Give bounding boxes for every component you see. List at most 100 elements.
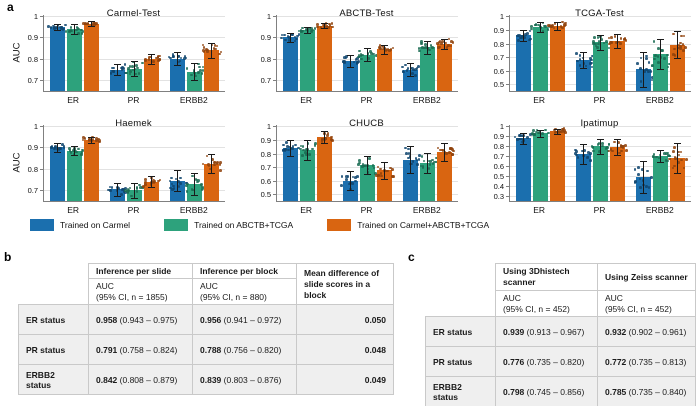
scatter-dot [677, 161, 680, 164]
scatter-dot [64, 30, 68, 33]
legend-swatch-blue [30, 219, 54, 231]
scatter-dot [151, 59, 155, 63]
plot-area [506, 15, 691, 92]
scatter-dot [325, 133, 329, 137]
scatter-dot [580, 149, 584, 153]
error-bar-cap-top [208, 42, 216, 44]
scatter-dot [619, 145, 623, 148]
scatter-dot [304, 151, 307, 155]
scatter-dot [87, 138, 91, 141]
scatter-dot [112, 70, 116, 73]
scatter-dot [560, 130, 563, 133]
scatter-dot [664, 158, 668, 162]
scatter-dot [168, 186, 172, 190]
scatter-dot [110, 66, 114, 70]
error-bar-cap-top [114, 64, 121, 66]
scatter-dot [609, 148, 613, 151]
scatter-dot [658, 153, 662, 157]
bar-er-series0 [49, 26, 65, 91]
scatter-dot [561, 26, 564, 30]
table-row-er: ER status 0.939 (0.913 – 0.967) 0.932 (0… [425, 316, 696, 348]
scatter-dot [319, 26, 323, 30]
error-bar-cap-top [191, 63, 199, 65]
scatter-dot [679, 41, 682, 45]
y-tick-mark [506, 84, 510, 86]
plot-area [40, 15, 225, 92]
scatter-dot [170, 182, 174, 186]
gridline [277, 139, 458, 141]
scatter-dot [123, 186, 127, 190]
error-bar [384, 162, 385, 179]
scatter-dot [179, 176, 182, 180]
y-tick-mark [273, 58, 277, 60]
row-label: ERBB2 status [425, 376, 496, 406]
scatter-dot [597, 39, 601, 43]
scatter-dot [111, 69, 115, 73]
scatter-dot [391, 168, 395, 171]
scatter-dot [657, 47, 660, 51]
scatter-dot [300, 26, 304, 30]
scatter-dot [91, 24, 95, 27]
scatter-dot [305, 148, 308, 151]
scatter-dot [650, 78, 654, 82]
scatter-dot [311, 28, 314, 32]
bar-pr-series2 [377, 170, 392, 201]
scatter-dot [215, 44, 219, 48]
scatter-dot [381, 45, 385, 49]
scatter-dot [440, 42, 443, 45]
scatter-dot [587, 151, 590, 154]
scatter-dot [47, 25, 50, 28]
scatter-dot [450, 147, 453, 150]
scatter-dot [86, 22, 90, 26]
scatter-dot [287, 35, 291, 39]
error-bar-cap-bottom [191, 80, 199, 82]
chart-ipatimup: 0.3 0.4 0.5 0.6 0.7 0.8 0.9 1 Ipatimup ER PR ERBB2 [468, 114, 700, 219]
scatter-dot [591, 145, 595, 149]
col-header-zeiss: Using Zeiss scanner [597, 262, 696, 292]
scatter-dot [55, 26, 58, 29]
scatter-dot [283, 33, 286, 37]
bar-erbb2-series2 [670, 158, 686, 201]
auc-value: 0.791 [96, 344, 118, 355]
scatter-dot [191, 174, 194, 178]
y-tick-label: 0.5 [260, 190, 271, 200]
scatter-dot [361, 163, 365, 167]
scatter-dot [597, 42, 600, 46]
ci-value: (0.808 – 0.879) [119, 374, 178, 385]
auc-text: AUC [200, 281, 218, 291]
scatter-dot [112, 66, 116, 70]
y-axis-label: AUC [11, 42, 23, 63]
scatter-dot [607, 46, 611, 50]
scatter-dot [589, 159, 592, 162]
error-bar-cap-bottom [674, 173, 682, 174]
scatter-dot [320, 140, 324, 143]
error-bar-cap-bottom [536, 136, 544, 138]
scatter-dot [120, 68, 124, 71]
scatter-dot [379, 171, 383, 175]
scatter-dot [168, 179, 172, 183]
scatter-dot [127, 67, 130, 70]
scatter-dot [410, 162, 413, 166]
error-bar [410, 146, 412, 174]
error-bar-cap-top [614, 34, 621, 35]
scatter-dot [72, 149, 75, 152]
ci-n-text: (95% CI, n = 880) [200, 291, 267, 302]
bar-pr-series0 [576, 59, 591, 91]
scatter-dot [352, 60, 356, 64]
col-header-inference-per-block: Inference per block [192, 263, 297, 279]
gridline [277, 16, 458, 18]
scatter-dot [601, 142, 604, 145]
scatter-dot [358, 159, 361, 162]
scatter-dot [408, 154, 412, 158]
scatter-dot [309, 30, 313, 33]
scatter-dot [328, 22, 332, 26]
y-tick-mark [273, 16, 277, 18]
y-tick-label: 0.9 [27, 143, 38, 153]
scatter-dot [214, 47, 217, 51]
scatter-dot [668, 157, 671, 161]
scatter-dot [202, 46, 206, 50]
scatter-dot [178, 59, 182, 63]
y-tick-mark [273, 126, 277, 128]
scatter-dot [198, 69, 202, 72]
scatter-dot [639, 56, 643, 60]
